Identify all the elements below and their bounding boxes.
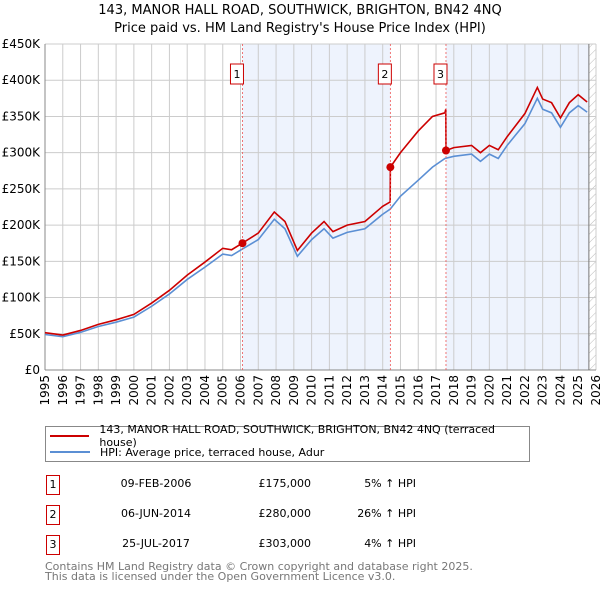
x-tick-label: 2001 [145,375,159,406]
sale-label: 1 [233,68,240,81]
x-tick-label: 1997 [74,375,88,406]
x-tick-label: 1995 [38,375,52,406]
legend-label: 143, MANOR HALL ROAD, SOUTHWICK, BRIGHTO… [99,423,495,449]
y-tick-label: £50K [9,327,41,341]
y-tick-label: £400K [2,73,42,87]
y-tick-label: £200K [2,218,42,232]
x-tick-label: 2024 [553,375,567,406]
transaction-hpi: 5% ↑ HPI [364,477,416,490]
x-tick-label: 2017 [429,375,443,406]
x-tick-label: 2019 [465,375,479,406]
x-tick-label: 2022 [518,375,532,406]
sale-label-box [377,63,392,85]
price-chart: £0 £50K £100K £150K £200K £250K £300K £350K £400… [2,37,600,406]
y-tick-label: £100K [2,291,42,305]
footer-licence: This data is licensed under the Open Gov… [45,570,396,583]
forecast-hatch [588,44,596,370]
x-tick-label: 1998 [91,375,105,406]
x-tick-label: 2011 [322,375,336,406]
red-line-swatch [50,435,90,437]
y-tick-label: £450K [2,37,42,51]
x-tick-label: 2000 [127,375,141,406]
x-tick-label: 2016 [411,375,425,406]
hpi-line [44,96,588,338]
transaction-date: 25-JUL-2017 [122,537,190,550]
transaction-price: £175,000 [258,477,312,490]
x-tick-label: 2002 [162,375,176,406]
x-tick-label: 2012 [340,375,354,406]
sale-point [441,146,450,155]
x-tick-label: 2009 [287,375,301,406]
legend: 143, MANOR HALL ROAD, SOUTHWICK, BRIGHTO… [45,423,530,462]
blue-line-swatch [50,451,90,453]
y-tick-label: £300K [2,146,42,160]
x-tick-label: 2025 [571,375,585,406]
sale-point [386,163,395,172]
y-tick-label: £250K [2,182,42,196]
x-tick-label: 2021 [500,375,514,406]
y-tick-label: £0 [25,363,40,377]
x-tick-label: 2026 [589,375,600,406]
sale-point [238,239,247,248]
sale-label: 3 [437,68,444,81]
x-tick-label: 2006 [234,375,248,406]
chart-title: 143, MANOR HALL ROAD, SOUTHWICK, BRIGHTO… [98,3,502,18]
transaction-hpi: 26% ↑ HPI [357,507,416,520]
transaction-price: £280,000 [258,507,312,520]
x-tick-label: 2018 [447,375,461,406]
x-tick-label: 2005 [216,375,230,406]
y-tick-label: £350K [2,109,42,123]
chart-subtitle: Price paid vs. HM Land Registry's House … [114,21,486,36]
x-tick-label: 2010 [305,375,319,406]
transaction-number: 1 [46,475,60,495]
x-tick-label: 1996 [56,375,70,406]
transaction-number: 2 [46,505,60,525]
x-tick-label: 2003 [180,375,194,406]
sale-label-box [229,63,244,85]
x-tick-label: 1999 [109,375,123,406]
x-tick-label: 2007 [251,375,265,406]
legend-item-hpi: HPI: Average price, terraced house, Adur [50,444,324,460]
x-tick-label: 2023 [536,375,550,406]
shaded-period [445,44,589,370]
legend-item-property: 143, MANOR HALL ROAD, SOUTHWICK, BRIGHTO… [50,423,529,449]
transaction-price: £303,000 [258,537,312,550]
shaded-period [242,44,391,370]
sale-label-box [433,63,448,85]
transaction-date: 09-FEB-2006 [120,477,192,490]
transaction-hpi: 4% ↑ HPI [364,537,416,550]
footer-copyright: Contains HM Land Registry data © Crown c… [45,560,473,573]
x-tick-label: 2020 [482,375,496,406]
sale-label: 2 [381,68,388,81]
x-tick-label: 2004 [198,375,212,406]
x-tick-label: 2013 [358,375,372,406]
transaction-number: 3 [46,535,60,555]
y-tick-label: £150K [2,254,42,268]
legend-label: HPI: Average price, terraced house, Adur [100,445,325,459]
x-tick-label: 2015 [393,375,407,406]
transaction-date: 06-JUN-2014 [120,507,192,520]
x-tick-label: 2008 [269,375,283,406]
x-tick-label: 2014 [376,375,390,406]
